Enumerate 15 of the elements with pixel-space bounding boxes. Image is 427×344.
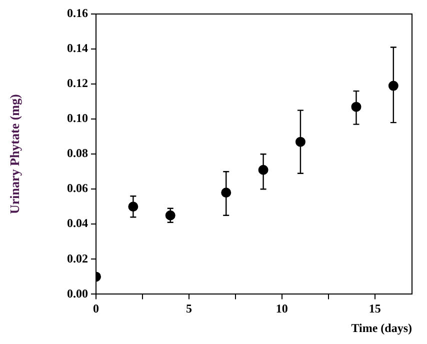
y-tick-label: 0.02 [67, 251, 88, 266]
y-tick-label: 0.04 [67, 216, 88, 230]
y-tick-label: 0.08 [67, 146, 88, 160]
x-tick-label: 15 [368, 301, 381, 316]
y-tick-label: 0.14 [67, 41, 88, 56]
y-tick-label: 0.12 [67, 76, 88, 90]
y-axis-title: Urinary Phytate (mg) [7, 94, 22, 214]
x-tick-label: 5 [186, 301, 192, 316]
y-tick-label: 0.16 [67, 6, 88, 20]
x-tick-label: 0 [93, 301, 99, 316]
x-tick-label: 10 [276, 301, 288, 316]
x-axis-title: Time (days) [351, 320, 412, 335]
y-tick-label: 0.10 [67, 111, 88, 126]
y-tick-label: 0.00 [67, 286, 88, 300]
y-tick-label: 0.06 [67, 181, 88, 196]
